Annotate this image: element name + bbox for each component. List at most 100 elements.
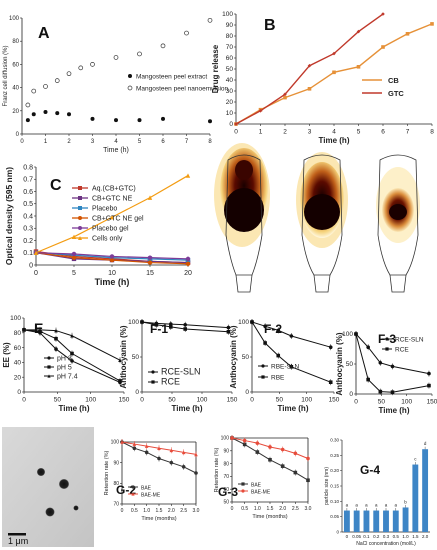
x-tick-label: 10 xyxy=(108,270,116,277)
y-tick-label: 100 xyxy=(222,11,233,18)
chart-g-4: 00.050.100.150.200.250.30a0a0.05a0.1a0.2… xyxy=(324,438,430,547)
y-tick-label: 0 xyxy=(17,389,21,396)
data-point xyxy=(161,116,165,121)
legend-entry: pH 7.4 xyxy=(57,374,78,381)
y-tick-label: 90 xyxy=(223,448,229,454)
data-point xyxy=(109,215,115,220)
y-tick-label: 0 xyxy=(135,389,139,396)
legend-entry: RCE-SLN xyxy=(161,367,201,377)
significance-label: a xyxy=(346,503,349,508)
x-tick-label: 8 xyxy=(430,129,434,136)
data-point xyxy=(55,111,60,116)
bar xyxy=(363,510,370,532)
scale-bar-label: 1 μm xyxy=(8,536,28,546)
x-axis-label: NaCl concentration (mol/L) xyxy=(356,541,416,547)
mouse-image-d2 xyxy=(296,152,348,293)
y-axis-label: Retention rate (%) xyxy=(214,448,220,493)
y-tick-label: 0 xyxy=(29,262,33,269)
x-tick-label: 5 xyxy=(138,139,142,145)
y-tick-label: 100 xyxy=(10,315,21,322)
series-line xyxy=(235,13,384,125)
y-tick-label: 0.15 xyxy=(330,484,339,489)
chart-g-3: 0 0.5 1.0 1.5 2.0 2.5 3.0 50 60 70 80 90 100 Time (mo… xyxy=(214,435,312,520)
panel-label-c: C xyxy=(50,177,62,194)
y-tick-label: 70 xyxy=(226,44,234,51)
x-tick-label: 0 xyxy=(140,397,144,404)
data-point xyxy=(78,216,82,220)
significance-label: a xyxy=(385,503,388,508)
data-point xyxy=(137,51,142,57)
data-point xyxy=(131,492,135,496)
y-tick-label: 60 xyxy=(223,487,229,493)
x-tick-label: 0 xyxy=(20,139,24,145)
x-axis-label: Time (h) xyxy=(278,404,309,413)
data-point xyxy=(31,112,36,117)
y-tick-label: 10 xyxy=(226,110,234,117)
y-tick-label: 0.8 xyxy=(23,164,33,171)
data-point xyxy=(151,370,155,374)
x-tick-label: 150 xyxy=(329,397,340,404)
y-tick-label: 0.1 xyxy=(23,250,33,257)
x-tick-label: 0.5 xyxy=(241,506,248,512)
y-tick-label: 100 xyxy=(111,440,120,446)
y-tick-label: 80 xyxy=(12,39,19,45)
x-tick-label: 1.5 xyxy=(412,534,419,539)
data-point xyxy=(90,116,95,121)
x-tick-label: 3.0 xyxy=(305,506,312,512)
data-point xyxy=(147,260,153,265)
y-tick-label: 40 xyxy=(14,360,22,367)
data-point xyxy=(185,256,191,262)
chart-g-2: 0 0.5 1.0 1.5 2.0 2.5 3.0 70 80 90 100 Time (months… xyxy=(104,439,200,522)
y-tick-label: 0 xyxy=(16,132,20,138)
y-axis-label: particle size (nm) xyxy=(324,467,330,505)
y-tick-label: 80 xyxy=(113,481,119,487)
y-tick-label: 40 xyxy=(12,86,19,92)
data-point xyxy=(185,173,191,178)
y-tick-label: 100 xyxy=(9,16,20,22)
significance-label: a xyxy=(355,503,358,508)
legend-entry: BAE-ME xyxy=(251,490,271,496)
x-axis-label: Time (h) xyxy=(95,277,130,287)
x-tick-label: 3.0 xyxy=(193,508,200,514)
x-tick-label: 3 xyxy=(91,139,95,145)
legend-entry: Mangosteen peel nanoemulsion xyxy=(136,86,229,93)
bar xyxy=(343,510,350,532)
data-point xyxy=(332,51,336,56)
y-tick-label: 70 xyxy=(113,502,119,508)
x-tick-label: 150 xyxy=(227,397,238,404)
y-axis-label: EE (%) xyxy=(2,342,11,368)
x-tick-label: 0 xyxy=(234,129,238,136)
bar xyxy=(412,464,419,532)
x-tick-label: 100 xyxy=(197,397,208,404)
x-tick-label: 0 xyxy=(34,270,38,277)
x-tick-label: 7 xyxy=(185,139,189,145)
y-tick-label: 0.7 xyxy=(23,177,33,184)
data-point xyxy=(241,482,245,486)
y-axis-label: Anthocyanin (%) xyxy=(119,325,128,388)
data-point xyxy=(381,12,385,16)
x-tick-label: 0 xyxy=(231,506,234,512)
panel-label-a: A xyxy=(38,25,50,42)
x-tick-label: 7 xyxy=(406,129,410,136)
data-point xyxy=(137,118,142,123)
legend-entry: RBE-SLN xyxy=(271,364,299,371)
data-point xyxy=(43,84,48,89)
x-tick-label: 0 xyxy=(354,399,358,406)
x-tick-label: 50 xyxy=(378,399,386,406)
significance-label: a xyxy=(395,503,398,508)
x-tick-label: 6 xyxy=(381,129,385,136)
x-axis-label: Time (months) xyxy=(252,514,287,520)
y-tick-label: 0.3 xyxy=(23,226,33,233)
data-point xyxy=(283,92,287,97)
x-tick-label: 2.5 xyxy=(180,508,187,514)
y-tick-label: 40 xyxy=(226,77,234,84)
data-point xyxy=(283,95,287,100)
data-point xyxy=(78,196,82,200)
y-tick-label: 20 xyxy=(226,99,234,106)
data-point xyxy=(31,88,37,94)
legend-entry: BAE-ME xyxy=(141,493,161,499)
y-axis-label: Anthocyanin (%) xyxy=(229,325,238,388)
